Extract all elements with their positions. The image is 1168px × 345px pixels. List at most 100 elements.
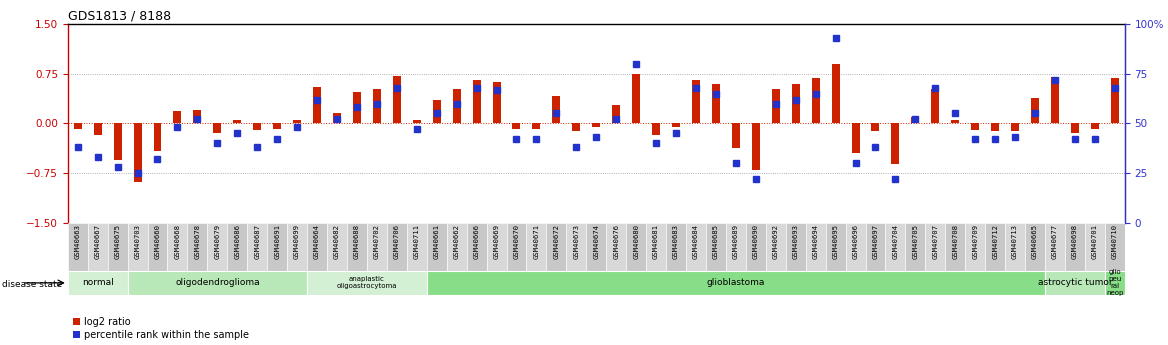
- Text: GSM40669: GSM40669: [494, 224, 500, 259]
- Bar: [972, 124, 979, 130]
- Bar: [313, 87, 321, 124]
- Bar: [214, 124, 221, 133]
- Text: GSM40701: GSM40701: [1092, 224, 1098, 259]
- Text: GSM40671: GSM40671: [534, 224, 540, 259]
- Bar: [792, 84, 800, 124]
- Text: GSM40686: GSM40686: [235, 224, 241, 259]
- Bar: [652, 124, 660, 135]
- Text: GSM40677: GSM40677: [1052, 224, 1058, 259]
- Text: GSM40668: GSM40668: [174, 224, 180, 259]
- Bar: [487, 223, 507, 271]
- Bar: [1045, 271, 1105, 295]
- Bar: [267, 223, 287, 271]
- Bar: [826, 223, 846, 271]
- Bar: [572, 124, 580, 131]
- Text: GSM40706: GSM40706: [394, 224, 399, 259]
- Bar: [194, 110, 201, 124]
- Text: GSM40670: GSM40670: [514, 224, 520, 259]
- Bar: [426, 223, 446, 271]
- Text: GSM40679: GSM40679: [214, 224, 221, 259]
- Bar: [786, 223, 806, 271]
- Bar: [905, 223, 925, 271]
- Text: GSM40703: GSM40703: [134, 224, 140, 259]
- Bar: [766, 223, 786, 271]
- Bar: [666, 223, 686, 271]
- Bar: [752, 124, 760, 170]
- Text: GSM40712: GSM40712: [992, 224, 999, 259]
- Text: GSM40682: GSM40682: [334, 224, 340, 259]
- Bar: [806, 223, 826, 271]
- Bar: [626, 223, 646, 271]
- Text: GSM40698: GSM40698: [1072, 224, 1078, 259]
- Bar: [507, 223, 527, 271]
- Text: GSM40673: GSM40673: [573, 224, 579, 259]
- Text: GDS1813 / 8188: GDS1813 / 8188: [68, 10, 171, 23]
- Bar: [985, 223, 1006, 271]
- Bar: [174, 111, 181, 124]
- Bar: [612, 105, 620, 124]
- Bar: [951, 120, 959, 124]
- Bar: [307, 223, 327, 271]
- Bar: [287, 223, 307, 271]
- Bar: [812, 78, 820, 124]
- Bar: [353, 92, 361, 124]
- Bar: [533, 124, 541, 129]
- Text: GSM40664: GSM40664: [314, 224, 320, 259]
- Bar: [925, 223, 945, 271]
- Bar: [1085, 223, 1105, 271]
- Text: GSM40666: GSM40666: [473, 224, 480, 259]
- Bar: [253, 124, 262, 130]
- Text: GSM40661: GSM40661: [433, 224, 439, 259]
- Bar: [746, 223, 766, 271]
- Bar: [911, 117, 919, 124]
- Bar: [1105, 223, 1125, 271]
- Bar: [167, 223, 187, 271]
- Bar: [446, 223, 467, 271]
- Bar: [846, 223, 865, 271]
- Bar: [1091, 124, 1099, 129]
- Text: GSM40689: GSM40689: [732, 224, 739, 259]
- Text: GSM40675: GSM40675: [114, 224, 120, 259]
- Legend: log2 ratio, percentile rank within the sample: log2 ratio, percentile rank within the s…: [72, 317, 249, 340]
- Text: GSM40709: GSM40709: [972, 224, 979, 259]
- Bar: [412, 120, 420, 124]
- Text: glio
neu
ral
neop: glio neu ral neop: [1106, 269, 1124, 296]
- Bar: [705, 223, 725, 271]
- Bar: [74, 124, 82, 129]
- Bar: [672, 124, 680, 127]
- Text: GSM40697: GSM40697: [872, 224, 878, 259]
- Bar: [327, 223, 347, 271]
- Text: GSM40713: GSM40713: [1013, 224, 1018, 259]
- Bar: [547, 223, 566, 271]
- Bar: [992, 124, 999, 131]
- Bar: [566, 223, 586, 271]
- Bar: [1111, 78, 1119, 124]
- Bar: [273, 124, 281, 129]
- Bar: [772, 89, 780, 124]
- Bar: [527, 223, 547, 271]
- Bar: [432, 100, 440, 124]
- Text: GSM40708: GSM40708: [952, 224, 958, 259]
- Bar: [1105, 271, 1125, 295]
- Bar: [891, 124, 899, 164]
- Bar: [347, 223, 367, 271]
- Text: GSM40710: GSM40710: [1112, 224, 1118, 259]
- Bar: [965, 223, 985, 271]
- Text: GSM40691: GSM40691: [274, 224, 280, 259]
- Text: GSM40680: GSM40680: [633, 224, 639, 259]
- Bar: [333, 114, 341, 124]
- Text: GSM40684: GSM40684: [693, 224, 698, 259]
- Text: GSM40696: GSM40696: [853, 224, 858, 259]
- Bar: [552, 96, 561, 124]
- Bar: [1006, 223, 1026, 271]
- Bar: [691, 80, 700, 124]
- Bar: [467, 223, 487, 271]
- Bar: [1011, 124, 1018, 131]
- Text: GSM40695: GSM40695: [833, 224, 839, 259]
- Bar: [208, 223, 228, 271]
- Bar: [885, 223, 905, 271]
- Bar: [373, 89, 381, 124]
- Bar: [732, 124, 739, 148]
- Bar: [426, 271, 1045, 295]
- Text: GSM40683: GSM40683: [673, 224, 679, 259]
